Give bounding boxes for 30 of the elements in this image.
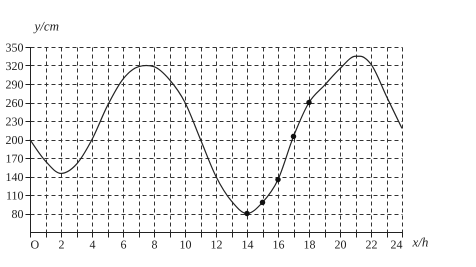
x-tick-label: 14 [242, 238, 254, 252]
point [260, 200, 266, 206]
x-tick-label: 24 [390, 238, 402, 252]
x-tick-label: 2 [58, 238, 64, 252]
x-tick-label: 20 [334, 238, 346, 252]
point [306, 100, 312, 106]
point [244, 210, 250, 216]
x-tick-label: 16 [272, 238, 284, 252]
y-tick-label: 200 [6, 133, 24, 147]
point [275, 176, 281, 182]
y-tick-label: 290 [6, 78, 24, 92]
x-tick-label: 4 [90, 238, 96, 252]
y-tick-label: 260 [6, 96, 24, 110]
x-tick-label: 22 [366, 238, 378, 252]
y-tick-label: 350 [6, 40, 24, 54]
y-tick-label: 230 [6, 114, 24, 128]
x-tick-label: 6 [120, 238, 126, 252]
x-axis-title: x/h [412, 234, 428, 250]
y-tick-label: 170 [6, 152, 24, 166]
x-tick-label: 8 [152, 238, 158, 252]
x-tick-label: 12 [210, 238, 222, 252]
x-tick-label: 18 [304, 238, 316, 252]
y-tick-label: 320 [6, 59, 24, 73]
point [290, 134, 296, 140]
y-tick-label: 110 [6, 188, 24, 202]
y-tick-label: 140 [6, 170, 24, 184]
x-tick-label: 10 [180, 238, 192, 252]
y-axis-title: y/cm [32, 18, 60, 34]
y-tick-label: 80 [12, 207, 24, 221]
x-tick-label: O [30, 238, 40, 252]
